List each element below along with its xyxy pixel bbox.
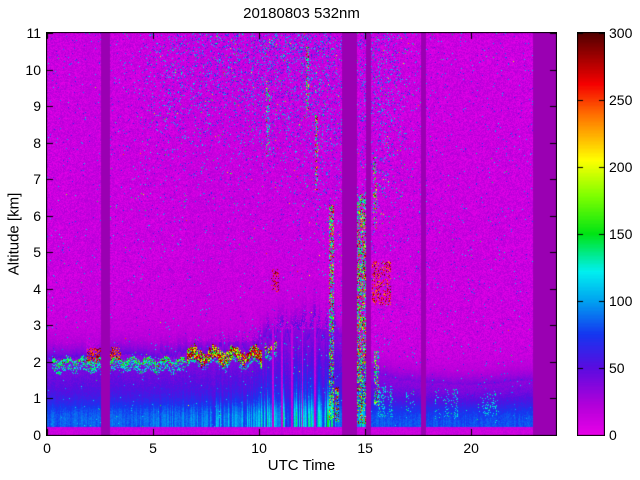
y-axis-label: Altitude [km] xyxy=(5,192,23,276)
colorbar-tick-label: 50 xyxy=(609,360,625,376)
y-tick-label: 11 xyxy=(26,25,41,41)
y-tick-label: 6 xyxy=(33,207,41,224)
colorbar-tick-label: 300 xyxy=(609,25,633,41)
x-tick-label: 20 xyxy=(463,440,479,456)
y-tick-label: 2 xyxy=(33,353,41,370)
x-tick-label: 0 xyxy=(43,440,51,456)
heatmap-canvas xyxy=(46,32,557,436)
y-tick-label: 8 xyxy=(33,134,41,151)
colorbar-tick-label: 200 xyxy=(609,159,633,175)
y-tick-label: 5 xyxy=(33,244,41,261)
colorbar-tick-label: 250 xyxy=(609,92,633,108)
y-tick-label: 9 xyxy=(33,98,41,115)
y-tick-label: 3 xyxy=(33,317,41,334)
colorbar-tick-label: 0 xyxy=(609,427,617,443)
y-tick-label: 7 xyxy=(33,171,41,188)
y-tick-label: 4 xyxy=(33,280,41,297)
x-tick-label: 15 xyxy=(357,440,373,456)
plot-title: 20180803 532nm xyxy=(243,5,360,22)
x-tick-label: 10 xyxy=(251,440,267,456)
y-tick-label: 10 xyxy=(25,61,41,78)
colorbar-tick-label: 150 xyxy=(609,226,633,242)
colorbar xyxy=(577,32,605,436)
y-tick-label: 1 xyxy=(33,390,41,407)
colorbar-tick-label: 100 xyxy=(609,293,633,309)
y-tick-label: 0 xyxy=(33,427,41,443)
x-axis-label: UTC Time xyxy=(267,457,336,474)
x-tick-label: 5 xyxy=(149,440,157,456)
